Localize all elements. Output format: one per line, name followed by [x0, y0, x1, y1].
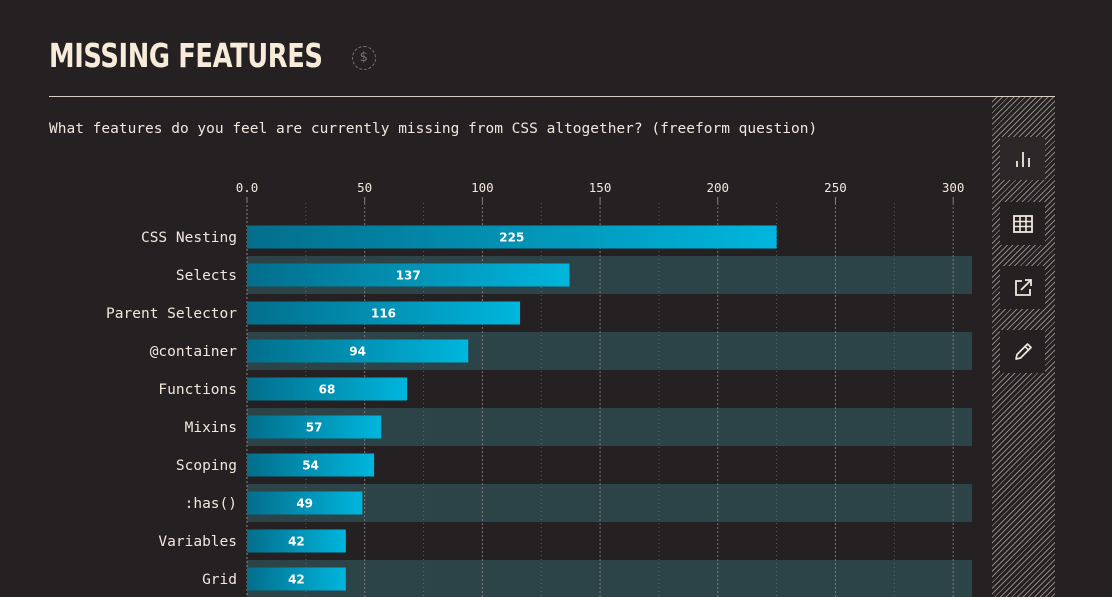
- bar: [247, 567, 346, 591]
- bar: [247, 529, 346, 553]
- row-stripe: [247, 484, 972, 522]
- bar-value-label: 137: [396, 269, 421, 283]
- bar-value-label: 54: [302, 459, 319, 473]
- x-tick-label: 0.0: [236, 180, 259, 195]
- bar-value-label: 57: [306, 421, 323, 435]
- bar: [247, 339, 469, 363]
- bar: [247, 491, 363, 515]
- category-label: Parent Selector: [106, 306, 237, 322]
- page-title: MISSING FEATURES: [49, 36, 323, 75]
- bar-chart-icon: [1015, 151, 1030, 167]
- category-label: Selects: [176, 268, 237, 284]
- chart-view-button[interactable]: [1000, 137, 1045, 180]
- bar-chart: 0.0 50 100 150 200 250 300 CSS Nesting 225 Select…: [106, 180, 972, 597]
- table-icon: [1012, 214, 1033, 233]
- bar: [247, 377, 408, 401]
- bar-value-label: 42: [288, 573, 305, 587]
- pencil-icon: [1014, 342, 1032, 360]
- share-button[interactable]: [1000, 266, 1045, 309]
- x-tick-label: 200: [706, 180, 729, 195]
- header: MISSING FEATURES $: [49, 36, 376, 75]
- x-tick-label: 100: [471, 180, 494, 195]
- bar-value-label: 94: [349, 345, 366, 359]
- bar-value-label: 49: [296, 497, 313, 511]
- category-label: Variables: [158, 534, 237, 550]
- bar-value-label: 225: [499, 231, 524, 245]
- category-label: Mixins: [185, 420, 237, 436]
- category-label: :has(): [185, 496, 237, 512]
- category-label: CSS Nesting: [141, 230, 237, 246]
- category-label: Scoping: [176, 458, 237, 474]
- bar-value-label: 68: [319, 383, 336, 397]
- x-tick-label: 300: [942, 180, 965, 195]
- table-view-button[interactable]: [1000, 202, 1045, 245]
- external-link-icon: [1014, 278, 1032, 296]
- bar: [247, 301, 521, 325]
- category-label: Grid: [202, 572, 237, 588]
- dollar-icon[interactable]: $: [351, 45, 376, 70]
- category-label: @container: [150, 344, 238, 360]
- x-tick-label: 50: [357, 180, 372, 195]
- bar: [247, 263, 570, 287]
- edit-button[interactable]: [1000, 330, 1045, 373]
- question-text: What features do you feel are currently …: [49, 121, 818, 137]
- row-stripe: [247, 560, 972, 597]
- bar-value-label: 42: [288, 535, 305, 549]
- bar-value-label: 116: [371, 307, 396, 321]
- x-tick-label: 250: [824, 180, 847, 195]
- category-label: Functions: [158, 382, 237, 398]
- bar: [247, 453, 375, 477]
- x-tick-label: 150: [589, 180, 612, 195]
- header-divider: [49, 96, 1055, 97]
- bar: [247, 225, 777, 249]
- bar: [247, 415, 382, 439]
